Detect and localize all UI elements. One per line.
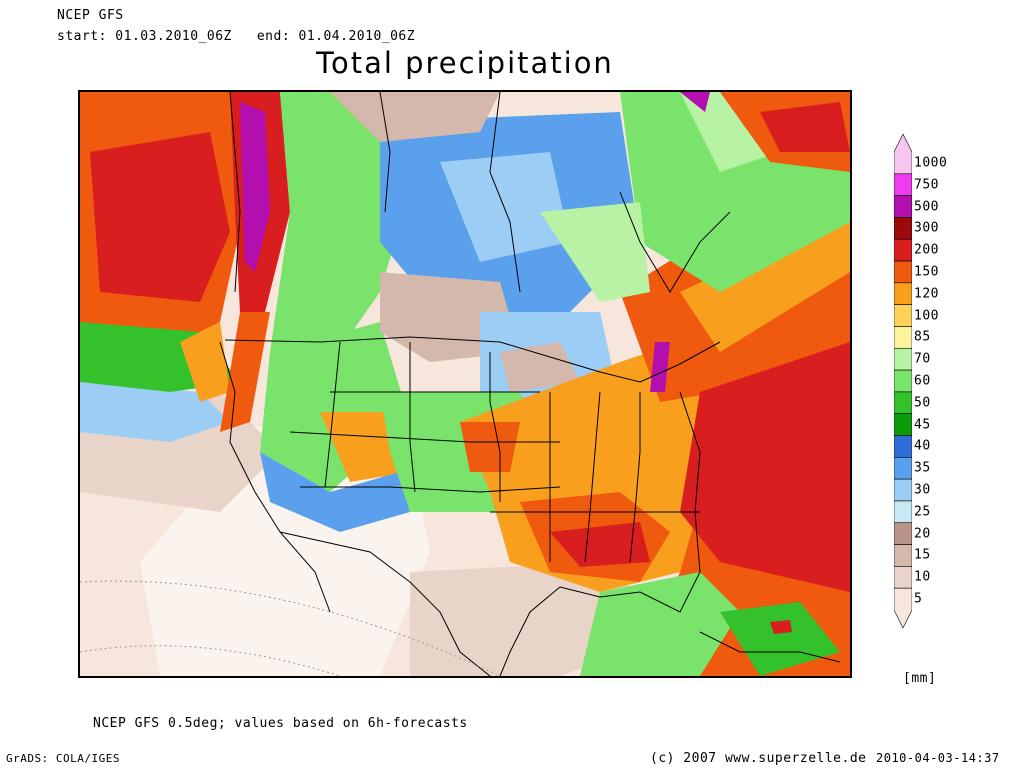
field-caribbean-green xyxy=(720,602,840,676)
model-name: NCEP GFS xyxy=(57,8,124,23)
political-boundaries xyxy=(219,92,841,676)
colorbar-swatch xyxy=(894,260,912,284)
field-central-canada-lightblue xyxy=(440,152,570,262)
colorbar-tick-label: 35 xyxy=(914,460,931,476)
field-greenland-purple xyxy=(680,92,710,112)
field-southeast-red xyxy=(550,522,650,567)
colorbar-swatch xyxy=(894,566,912,589)
field-interior-canada-green xyxy=(270,92,410,392)
colorbar-tick-label: 25 xyxy=(914,504,931,520)
colorbar-swatch xyxy=(894,217,912,240)
colorbar-swatch xyxy=(894,457,912,480)
colorbar-tick-label: 10 xyxy=(914,569,931,585)
field-atlantic-red xyxy=(680,342,850,592)
field-great-lakes-brown xyxy=(500,342,580,392)
colorbar-tick-label: 100 xyxy=(914,308,939,324)
colorbar-tick-label: 60 xyxy=(914,373,931,389)
colorbar-swatch xyxy=(894,478,912,502)
field-pacific-orange xyxy=(180,322,230,402)
colorbar-tick-label: 750 xyxy=(914,177,939,193)
field-coast-purple xyxy=(650,342,670,392)
lat-lon-grid xyxy=(80,580,501,676)
colorbar-swatch xyxy=(894,173,912,196)
grads-credit: GrADS: COLA/IGES xyxy=(6,752,120,765)
colorbar-swatch xyxy=(894,326,912,349)
colorbar-tick-label: 85 xyxy=(914,329,931,345)
colorbar-swatch xyxy=(894,304,912,327)
colorbar-tick-label: 200 xyxy=(914,242,939,258)
colorbar-tick-label: 120 xyxy=(914,286,939,302)
colorbar-swatch xyxy=(894,195,912,218)
map-title: Total precipitation xyxy=(316,46,614,80)
field-atlantic-north-orange xyxy=(680,212,850,352)
field-great-basin-blue xyxy=(260,452,410,532)
end-label: end: xyxy=(256,29,291,44)
field-bc-coast-purple xyxy=(240,102,270,272)
colorbar-tick-label: 70 xyxy=(914,351,931,367)
colorbar-swatch xyxy=(894,238,912,262)
colorbar-tick-label: 5 xyxy=(914,591,923,607)
colorbar-tick-label: 300 xyxy=(914,220,939,236)
colorbar-swatch xyxy=(894,500,912,524)
forecast-period: start: 01.03.2010_06Z end: 01.04.2010_06… xyxy=(57,29,415,44)
start-label: start: xyxy=(57,29,107,44)
colorbar-tick-label: 30 xyxy=(914,482,931,498)
colorbar-tick-label: 500 xyxy=(914,199,939,215)
colorbar-tick-label: 50 xyxy=(914,395,931,411)
unit-label: [mm] xyxy=(903,671,937,686)
field-arctic-brown xyxy=(330,92,500,142)
field-oregon-coast xyxy=(220,312,270,432)
field-kansas-orange xyxy=(460,422,520,472)
field-north-pacific-core xyxy=(90,132,230,302)
colorbar-tick-label: 40 xyxy=(914,438,931,454)
field-pacific-blue xyxy=(80,382,230,442)
colorbar-tick-label: 150 xyxy=(914,264,939,280)
colorbar-tick-label: 20 xyxy=(914,526,931,542)
colorbar-swatch xyxy=(894,544,912,567)
colorbar-swatch xyxy=(894,282,912,305)
precipitation-field xyxy=(80,92,850,676)
precipitation-map xyxy=(78,90,852,678)
colorbar-swatch xyxy=(894,391,912,415)
field-hudson-green xyxy=(540,202,650,302)
copyright-text: (c) 2007 www.superzelle.de xyxy=(650,751,867,766)
colorbar-tick-label: 45 xyxy=(914,417,931,433)
colorbar-swatch xyxy=(894,134,912,175)
colorbar-tick-label: 1000 xyxy=(914,155,948,171)
colorbar-tick-label: 15 xyxy=(914,547,931,563)
colorbar-swatch xyxy=(894,347,912,371)
end-value: 01.04.2010_06Z xyxy=(298,29,416,44)
field-caribbean-red xyxy=(770,620,792,634)
colorbar-swatch xyxy=(894,413,912,436)
model-note: NCEP GFS 0.5deg; values based on 6h-fore… xyxy=(93,716,468,731)
field-gulf-green xyxy=(580,572,740,676)
field-greenland-red xyxy=(760,102,850,152)
start-value: 01.03.2010_06Z xyxy=(115,29,232,44)
colorbar-swatch xyxy=(894,435,912,458)
colorbar-swatch xyxy=(894,522,912,545)
colorbar-swatch xyxy=(894,587,912,628)
timestamp: 2010-04-03-14:37 xyxy=(876,751,1000,765)
colorbar-swatch xyxy=(894,369,912,393)
precipitation-colorbar xyxy=(894,134,912,628)
